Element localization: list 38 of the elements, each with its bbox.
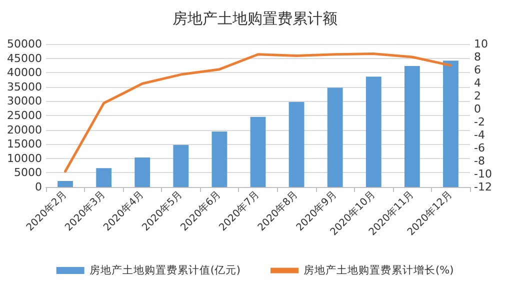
y2-tick-label: -8 (474, 154, 485, 168)
bar (134, 158, 150, 187)
chart-title: 房地产土地购置费累计额 (172, 10, 338, 28)
y2-tick-label: 10 (474, 38, 488, 50)
y-tick-label: 5000 (14, 166, 42, 180)
y2-tick-label: 6 (474, 64, 481, 76)
legend-label: 房地产土地购置费累计值(亿元) (89, 264, 241, 276)
y-tick-label: 45000 (7, 52, 42, 65)
bar (366, 76, 382, 187)
y-tick-label: 50000 (7, 38, 42, 50)
y2-tick-label: -6 (474, 142, 485, 154)
bar (58, 180, 73, 187)
y2-tick-label: -2 (474, 116, 485, 128)
bar (96, 168, 112, 187)
y2-tick-label: -4 (474, 128, 485, 142)
y-tick-label: 30000 (7, 94, 42, 108)
y-tick-label: 0 (35, 180, 42, 194)
legend-label: 房地产土地购置费累计增长(%) (304, 264, 454, 276)
bar (404, 66, 420, 187)
bar (443, 60, 458, 187)
bar (327, 88, 343, 187)
bar (173, 144, 189, 187)
bar (288, 102, 304, 187)
y-tick-label: 20000 (7, 123, 42, 136)
y-tick-label: 40000 (7, 66, 42, 80)
y2-tick-label: -12 (474, 180, 492, 194)
y2-tick-label: -10 (474, 168, 492, 180)
y-tick-label: 35000 (7, 80, 42, 94)
y-tick-label: 25000 (7, 109, 42, 122)
line-series (64, 52, 452, 173)
y2-tick-label: 8 (474, 50, 481, 64)
y-tick-label: 15000 (7, 138, 42, 151)
y-tick-label: 10000 (7, 152, 42, 165)
bar (212, 132, 228, 187)
y2-tick-label: 4 (474, 76, 481, 90)
bar (250, 116, 266, 187)
y2-tick-label: 0 (474, 102, 481, 116)
y2-tick-label: 2 (474, 90, 481, 102)
